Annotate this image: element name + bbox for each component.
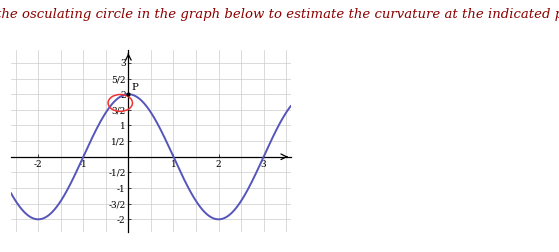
Text: Use the osculating circle in the graph below to estimate the curvature at the in: Use the osculating circle in the graph b… <box>0 8 559 21</box>
Text: P: P <box>131 83 139 92</box>
